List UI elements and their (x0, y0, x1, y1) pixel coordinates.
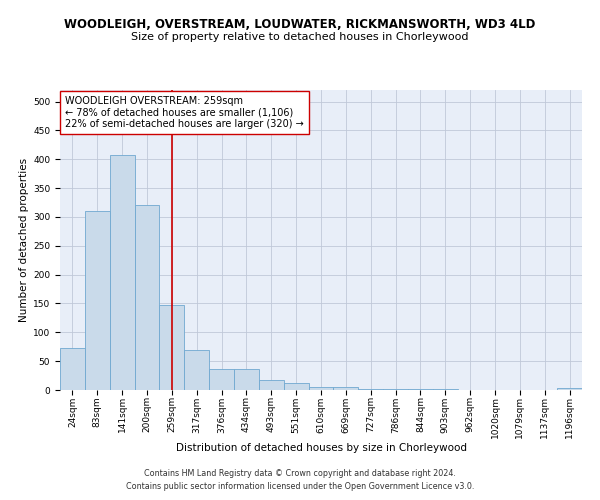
Bar (134, 206, 160, 390)
Bar (284, 383, 308, 390)
Text: WOODLEIGH OVERSTREAM: 259sqm
← 78% of detached houses are smaller (1,106)
22% of: WOODLEIGH OVERSTREAM: 259sqm ← 78% of de… (65, 96, 304, 129)
Bar (110, 154, 134, 390)
Y-axis label: Number of detached properties: Number of detached properties (19, 158, 29, 322)
Text: Contains HM Land Registry data © Crown copyright and database right 2024.: Contains HM Land Registry data © Crown c… (144, 468, 456, 477)
Bar (433, 389, 458, 390)
Bar (60, 348, 85, 390)
Text: Contains public sector information licensed under the Open Government Licence v3: Contains public sector information licen… (126, 482, 474, 491)
Bar (85, 211, 110, 390)
Bar (334, 386, 358, 390)
Text: WOODLEIGH, OVERSTREAM, LOUDWATER, RICKMANSWORTH, WD3 4LD: WOODLEIGH, OVERSTREAM, LOUDWATER, RICKMA… (64, 18, 536, 30)
X-axis label: Distribution of detached houses by size in Chorleywood: Distribution of detached houses by size … (176, 442, 467, 452)
Bar (234, 368, 259, 390)
Bar (557, 388, 582, 390)
Bar (209, 368, 234, 390)
Bar (358, 389, 383, 390)
Bar (308, 386, 334, 390)
Bar (184, 350, 209, 390)
Bar (383, 389, 408, 390)
Bar (160, 304, 184, 390)
Bar (408, 389, 433, 390)
Text: Size of property relative to detached houses in Chorleywood: Size of property relative to detached ho… (131, 32, 469, 42)
Bar (259, 380, 284, 390)
